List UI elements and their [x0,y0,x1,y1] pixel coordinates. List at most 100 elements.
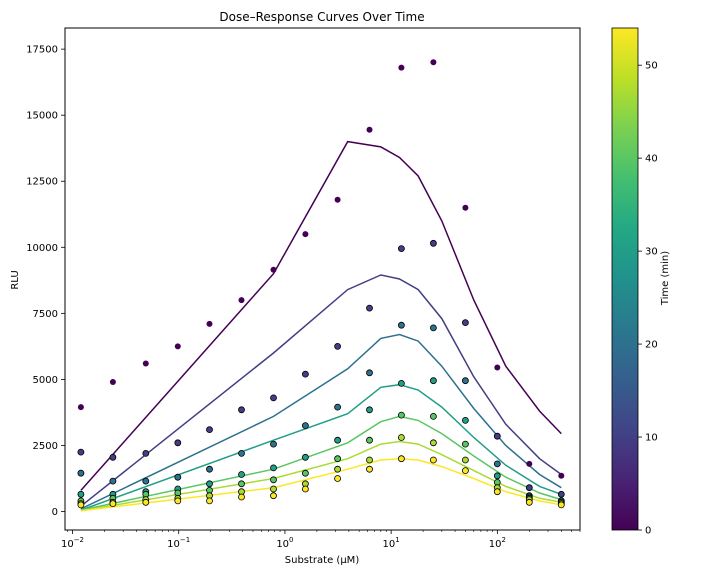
colorbar-title: Time (min) [660,251,671,306]
data-point [301,453,309,461]
data-point [366,465,373,473]
data-point [270,476,277,484]
data-point [366,369,373,377]
data-point [77,448,85,456]
fit-curve [80,140,562,491]
data-point [366,406,373,414]
data-point [557,490,565,498]
data-point [334,455,342,463]
fit-curve [80,274,562,507]
data-point [174,439,182,447]
data-point [270,485,277,493]
data-point [174,343,181,350]
colorbar-tick-label: 10 [645,433,658,444]
data-point [334,403,342,411]
data-point [397,434,405,441]
y-tick-label: 17500 [26,45,58,56]
data-point [493,460,501,468]
data-point [493,488,501,496]
data-point [461,416,469,424]
data-point [142,449,150,457]
colorbar-tick-label: 20 [645,340,658,351]
data-point [301,485,309,493]
data-point [461,440,469,448]
data-point [366,126,373,133]
data-point [334,196,341,203]
data-point [174,497,182,505]
colorbar-tick-label: 40 [645,154,658,165]
data-point [109,379,116,385]
data-point [77,501,85,509]
data-point [557,501,565,509]
data-point [174,473,182,481]
data-point [206,426,213,434]
x-tick-label: 100 [276,536,293,550]
fit-curve [80,440,562,512]
data-point [429,377,437,385]
data-point [525,484,533,492]
data-point [302,231,309,238]
data-point [398,64,405,71]
y-tick-label: 15000 [26,111,58,122]
data-point [142,498,150,506]
data-point [206,320,213,327]
y-tick-label: 5000 [33,375,58,386]
data-point [334,465,342,473]
plot-frame [64,27,581,531]
data-point [429,456,437,464]
data-point [558,472,565,479]
colorbar-tick-label: 50 [645,61,658,72]
data-point [206,497,213,505]
y-tick-label: 10000 [26,243,58,254]
data-point [366,456,373,464]
fit-curve [80,415,562,511]
data-point [397,455,405,463]
data-point [142,477,150,485]
data-point [238,493,245,501]
x-tick-label: 10−1 [167,536,190,550]
data-point [238,480,245,488]
x-tick-label: 10−2 [61,536,84,550]
colorbar-tick-label: 0 [645,526,651,537]
data-point [525,498,533,506]
data-point [109,477,117,485]
data-point [429,439,437,447]
data-point [526,460,533,467]
data-point [270,464,277,472]
data-point [270,394,277,402]
data-point [461,319,469,327]
data-point [334,475,342,482]
data-point [334,342,342,350]
data-point [461,467,469,475]
colorbar: 0 10 20 30 40 50 [611,27,658,537]
data-point [270,440,277,448]
chart-title: Dose–Response Curves Over Time [219,10,424,24]
data-point [270,266,277,273]
data-point [77,404,84,411]
data-point [493,472,501,480]
plot-area: 0 2500 5000 7500 10000 12500 15000 17500 10−2 10−… [26,27,581,550]
data-point [429,324,437,332]
x-axis-title: Substrate (μM) [285,555,360,566]
data-point [206,465,213,473]
data-point [270,492,277,500]
data-point [301,370,309,378]
data-point [238,297,245,304]
data-point [301,422,309,430]
data-point [77,490,85,498]
fit-curve [80,383,562,511]
data-point [461,456,469,464]
data-point [397,321,405,329]
data-point [77,469,85,477]
colorbar-tick-label: 30 [645,247,658,258]
data-point [366,304,373,312]
data-point [397,379,405,387]
data-point [397,245,405,253]
data-point [301,469,309,477]
y-axis-title: RLU [10,270,21,289]
colorbar-gradient [611,27,639,531]
data-point [238,471,245,478]
y-tick-label: 0 [52,507,58,518]
data-point [429,239,437,247]
